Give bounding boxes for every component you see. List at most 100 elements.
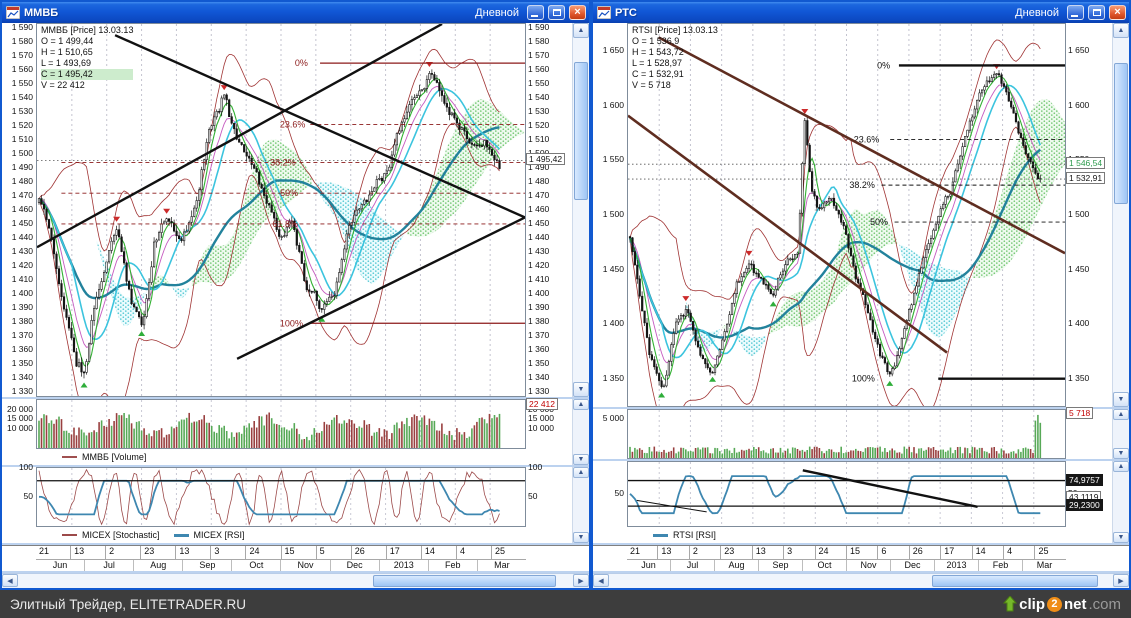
osc-plot-svg	[628, 462, 1065, 526]
date-month-label: Mar	[1022, 560, 1066, 571]
osc-mini-scrollbar[interactable]: ▲ ▼	[572, 467, 589, 543]
close-button[interactable]: ×	[569, 5, 586, 20]
date-month-label: Jun	[641, 560, 656, 570]
scroll-down-button[interactable]: ▼	[1113, 392, 1129, 407]
axis-tick: 1 360	[11, 343, 33, 354]
date-day-label: 4	[455, 546, 491, 559]
scroll-up-button[interactable]: ▲	[573, 23, 589, 38]
svg-text:100%: 100%	[280, 318, 303, 328]
scroll-track[interactable]	[573, 38, 589, 382]
scroll-down-button[interactable]: ▼	[573, 454, 589, 465]
legend-line: H = 1 510,65	[41, 47, 93, 57]
scroll-up-button[interactable]: ▲	[573, 399, 589, 410]
minimize-button[interactable]	[1067, 5, 1084, 20]
axis-tick: 1 520	[11, 120, 33, 131]
clip2net-logo[interactable]: clip 2 net .com	[1003, 596, 1121, 613]
minimize-button[interactable]	[527, 5, 544, 20]
axis-tick: 1 460	[528, 204, 550, 214]
axis-tick: 1 490	[528, 162, 550, 173]
date-axis-left-spacer	[593, 546, 627, 571]
scroll-track[interactable]	[18, 574, 573, 588]
legend-line: L = 1 528,97	[632, 58, 682, 68]
axis-tick: 1 380	[11, 315, 33, 326]
price-legend: ММВБ [Price] 13.03.13 O = 1 499,44 H = 1…	[41, 25, 134, 91]
rsi-series-dash-icon	[173, 533, 189, 537]
scroll-left-button[interactable]: ◀	[593, 574, 609, 587]
logo-text-com: .com	[1088, 595, 1121, 613]
scroll-up-button[interactable]: ▲	[1113, 461, 1129, 472]
scroll-up-button[interactable]: ▲	[1113, 409, 1129, 420]
scroll-down-button[interactable]: ▼	[1113, 532, 1129, 543]
scroll-down-button[interactable]: ▼	[573, 382, 589, 397]
axis-tick: 1 350	[528, 357, 550, 368]
date-axis-right-spacer	[526, 546, 572, 571]
axis-tick: 1 450	[11, 217, 33, 228]
osc-axis-left: 100 50	[2, 462, 36, 543]
scroll-thumb[interactable]	[1114, 62, 1128, 205]
vertical-scrollbar[interactable]: ▲ ▼	[572, 23, 589, 397]
axis-tick: 1 500	[602, 209, 624, 219]
axis-tick: 1 410	[528, 273, 550, 284]
scroll-track[interactable]	[1113, 38, 1129, 392]
axis-tick: 1 500	[1068, 209, 1090, 219]
osc-mini-scrollbar[interactable]: ▲ ▼	[1112, 461, 1129, 543]
volume-legend-row: ММВБ [Volume]	[36, 449, 526, 465]
svg-text:23.6%: 23.6%	[280, 120, 306, 130]
title-bar[interactable]: ММВБ Дневной ×	[2, 2, 589, 23]
close-button[interactable]: ×	[1109, 5, 1126, 20]
scroll-thumb[interactable]	[574, 62, 588, 200]
scroll-thumb[interactable]	[931, 575, 1098, 587]
date-month-label: Dec	[890, 560, 934, 571]
axis-price-marker: 1 532,91	[1066, 172, 1106, 185]
volume-mini-scrollbar[interactable]: ▲ ▼	[1112, 409, 1129, 459]
axis-tick: 1 590	[11, 22, 33, 33]
date-day-label: 13	[175, 546, 210, 559]
axis-tick: 1 390	[528, 301, 550, 312]
axis-tick: 1 400	[11, 287, 33, 298]
scroll-down-button[interactable]: ▼	[1113, 448, 1129, 459]
rsi-legend-row: RTSI [RSI]	[627, 527, 1066, 543]
volume-mini-scrollbar[interactable]: ▲ ▼	[572, 399, 589, 465]
rsi-legend-label: MICEX [RSI]	[193, 530, 245, 540]
maximize-button[interactable]	[1088, 5, 1105, 20]
axis-tick: 1 650	[602, 45, 624, 56]
scroll-track[interactable]	[609, 574, 1113, 588]
price-plot-svg: 0% 23.6% 38.2% 50% 100%	[628, 24, 1065, 406]
vertical-scrollbar[interactable]: ▲ ▼	[1112, 23, 1129, 407]
horizontal-scrollbar[interactable]: ◀ ▶	[2, 573, 589, 588]
date-month-label: Oct	[231, 560, 280, 571]
volume-marker: 22 412	[526, 397, 558, 410]
axis-tick: 1 430	[528, 245, 550, 256]
date-month-label: Aug	[714, 560, 758, 571]
price-legend: RTSI [Price] 13.03.13 O = 1 536,9 H = 1 …	[632, 25, 718, 91]
date-day-label: 5	[315, 546, 351, 559]
horizontal-scrollbar[interactable]: ◀ ▶	[593, 573, 1129, 588]
price-axis-right: 1 590 1 580 1 570 1 560 1 550 1 540 1 530 1 520…	[526, 22, 572, 397]
window-content: 1 650 1 600 1 550 1 500 1 450 1 400 1 350 0% 23…	[593, 23, 1129, 588]
date-day-label: 23	[140, 546, 175, 559]
scroll-down-button[interactable]: ▼	[573, 532, 589, 543]
date-month-label: Feb	[978, 560, 1022, 571]
date-axis-cells: 21 13 2 23 13 3 24 15 6 26 17 14 4 25 Jun Jul Aug Sep Oct…	[627, 546, 1066, 571]
axis-price-marker: 1 546,54	[1066, 157, 1106, 170]
scroll-right-button[interactable]: ▶	[573, 574, 589, 587]
window-title: ММВБ	[24, 6, 59, 19]
axis-tick: 1 420	[528, 259, 550, 270]
volume-panel: 5 000 5 718 ▲ ▼	[593, 407, 1129, 459]
maximize-button[interactable]	[548, 5, 565, 20]
axis-tick: 1 400	[602, 318, 624, 329]
legend-line: RTSI [Price] 13.03.13	[632, 25, 718, 35]
axis-tick: 1 330	[528, 385, 550, 396]
scroll-right-button[interactable]: ▶	[1113, 574, 1129, 587]
scroll-up-button[interactable]: ▲	[573, 467, 589, 478]
legend-line-close: C = 1 495,42	[41, 69, 134, 80]
scroll-left-button[interactable]: ◀	[2, 574, 18, 587]
title-bar[interactable]: РТС Дневной ×	[593, 2, 1129, 23]
volume-plot-svg	[629, 410, 1042, 458]
volume-plot-svg	[38, 400, 501, 448]
date-day-label: 26	[908, 546, 940, 559]
scroll-up-button[interactable]: ▲	[1113, 23, 1129, 38]
axis-tick: 1 550	[11, 78, 33, 89]
scroll-thumb[interactable]	[373, 575, 557, 587]
